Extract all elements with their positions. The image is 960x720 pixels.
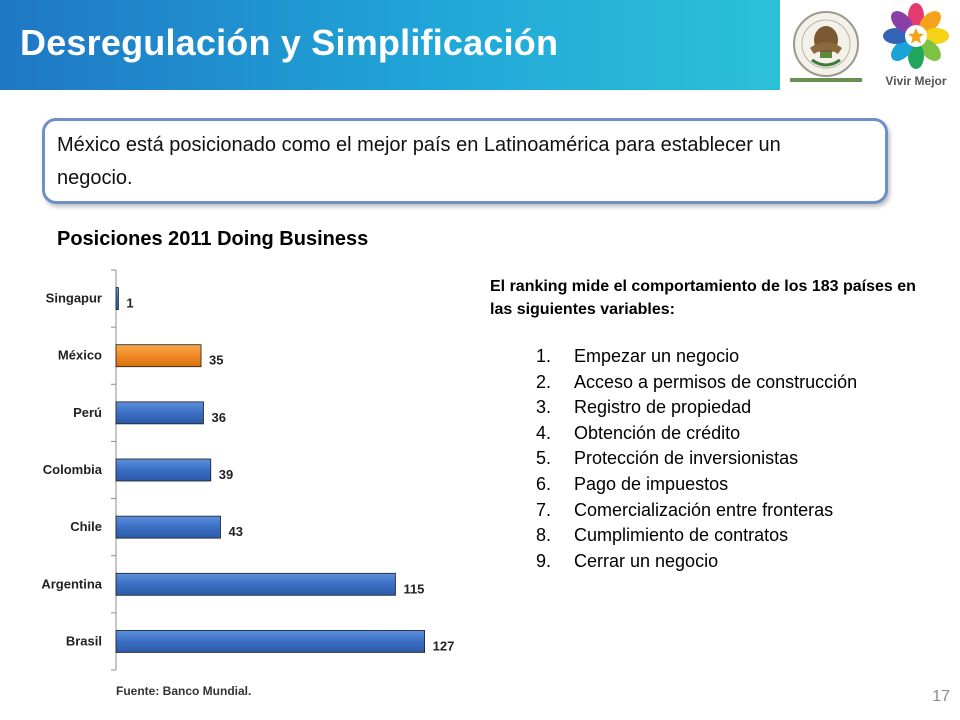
- variable-number: 6.: [536, 473, 552, 494]
- bar-6: [115, 572, 396, 596]
- mexico-seal-logo: [780, 0, 872, 90]
- variable-number: 2.: [536, 371, 552, 392]
- bar-chart: Singapur 1 México 35 Perú 36 Colombia 39 Chile 43…: [41, 269, 455, 671]
- variable-number: 1.: [536, 346, 552, 366]
- variable-label: Protección de inversionistas: [574, 448, 799, 469]
- category-label: Singapur: [46, 291, 102, 306]
- variable-number: 5.: [536, 448, 552, 469]
- variable-item: 5. Protección de inversionistas: [536, 446, 857, 472]
- page-title: Desregulación y Simplificación: [20, 22, 559, 63]
- category-label: Brasil: [66, 633, 102, 648]
- variable-item: 1. Empezar un negocio: [536, 344, 857, 370]
- ranking-description: El ranking mide el comportamiento de los…: [490, 278, 916, 318]
- data-label: 39: [219, 467, 233, 482]
- source-note: Fuente: Banco Mundial.: [116, 684, 252, 698]
- variable-item: 3. Registro de propiedad: [536, 395, 857, 421]
- header-banner: Desregulación y Simplificación: [0, 0, 960, 90]
- variable-item: 8. Cumplimiento de contratos: [536, 523, 857, 549]
- bar-4: [115, 458, 212, 482]
- variable-number: 3.: [536, 397, 552, 418]
- category-label: México: [58, 348, 102, 363]
- variable-item: 6. Pago de impuestos: [536, 472, 857, 498]
- data-label: 35: [209, 353, 223, 368]
- variable-item: 7. Comercialización entre fronteras: [536, 498, 857, 524]
- variable-number: 8.: [536, 525, 552, 546]
- data-label: 115: [403, 581, 424, 596]
- data-label: 43: [228, 524, 242, 539]
- variable-number: 9.: [536, 550, 552, 571]
- variable-number: 7.: [536, 499, 552, 520]
- chart-title: Posiciones 2011 Doing Business: [57, 228, 369, 250]
- data-label: 1: [126, 296, 133, 311]
- variable-label: Obtención de crédito: [574, 422, 741, 443]
- variable-label: Registro de propiedad: [574, 397, 752, 418]
- variable-label: Cerrar un negocio: [574, 550, 719, 571]
- data-label: 36: [211, 410, 225, 425]
- variable-item: 4. Obtención de crédito: [536, 421, 857, 447]
- bar-2: [115, 344, 202, 368]
- variable-number: 4.: [536, 422, 552, 443]
- callout-box: México está posicionado como el mejor pa…: [42, 118, 888, 204]
- data-label: 127: [433, 638, 455, 653]
- callout-text: México está posicionado como el mejor pa…: [57, 134, 781, 189]
- bar-5: [115, 515, 221, 539]
- variable-item: 9. Cerrar un negocio: [536, 549, 857, 575]
- bar-7: [115, 630, 426, 653]
- page-number: 17: [932, 688, 950, 705]
- variable-label: Acceso a permisos de construcción: [574, 371, 858, 392]
- variable-label: Cumplimiento de contratos: [574, 525, 789, 546]
- vivir-mejor-logo: Vivir Mejor: [872, 0, 960, 90]
- variable-label: Pago de impuestos: [574, 473, 729, 494]
- category-label: Argentina: [41, 576, 102, 591]
- variable-label: Empezar un negocio: [574, 346, 740, 366]
- variable-item: 2. Acceso a permisos de construcción: [536, 370, 857, 396]
- category-label: Perú: [73, 405, 102, 420]
- category-label: Chile: [70, 519, 102, 534]
- bar-3: [115, 401, 204, 425]
- variables-list: 1. Empezar un negocio 2. Acceso a permisos …: [536, 344, 857, 574]
- bar-1: [115, 287, 119, 310]
- variable-label: Comercialización entre fronteras: [574, 499, 834, 520]
- vivir-mejor-label: Vivir Mejor: [885, 74, 947, 88]
- category-label: Colombia: [43, 462, 103, 477]
